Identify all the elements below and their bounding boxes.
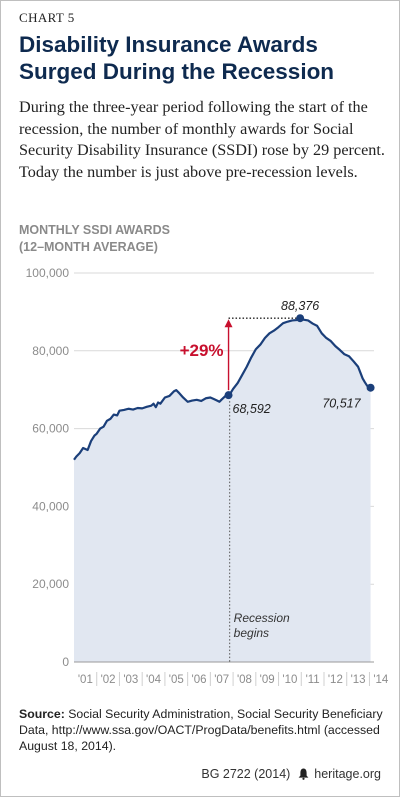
source-text: Social Security Administration, Social S…: [19, 707, 383, 753]
x-tick-label: '04: [146, 674, 162, 686]
chart-number: CHART 5: [19, 10, 75, 25]
series-line: [73, 317, 371, 461]
x-tick-label: '02: [101, 674, 116, 686]
liberty-bell-icon: [298, 768, 309, 783]
increase-arrow-head: [224, 319, 233, 328]
x-tick-label: '12: [328, 674, 343, 686]
y-axis-label-line-2: (12–MONTH AVERAGE): [19, 240, 158, 254]
ssdi-area-chart: 0 20,000 40,000 60,000 80,000 100,000 '01 '02 '0…: [26, 266, 389, 686]
axes: 0 20,000 40,000 60,000 80,000 100,000 '01 '02 '0…: [26, 266, 389, 686]
source-label: Source:: [19, 707, 65, 721]
increase-percent-label: +29%: [180, 341, 224, 360]
chart-subtitle: During the three-year period following t…: [19, 98, 385, 181]
y-tick-label: 80,000: [32, 344, 69, 358]
y-tick-label: 0: [62, 655, 69, 669]
source-note: Source: Social Security Administration, …: [19, 706, 389, 754]
site-name: heritage.org: [314, 767, 381, 781]
x-tick-label: '03: [123, 674, 138, 686]
recession-label-line: Recession: [234, 611, 290, 625]
series-area: [74, 318, 371, 662]
y-tick-label: 20,000: [32, 577, 69, 591]
end-point-label: 70,517: [322, 397, 361, 411]
start-point-marker: [224, 391, 233, 400]
report-id: BG 2722 (2014): [201, 767, 291, 781]
data-points: 68,592 88,376 70,517: [224, 299, 375, 416]
chart-title: Disability Insurance Awards Surged Durin…: [19, 32, 335, 84]
x-tick-label: '14: [373, 674, 389, 686]
peak-point-label: 88,376: [281, 299, 319, 313]
y-tick-label: 60,000: [32, 422, 69, 436]
area-layer: [73, 317, 371, 662]
x-tick-label: '11: [306, 674, 320, 686]
footer: BG 2722 (2014) heritage.org: [201, 767, 381, 783]
end-point-marker: [366, 383, 375, 392]
x-tick-label: '09: [260, 674, 275, 686]
start-point-label: 68,592: [233, 402, 271, 416]
x-tick-label: '13: [351, 674, 366, 686]
x-tick-label: '10: [282, 674, 297, 686]
x-tick-label: '01: [78, 674, 93, 686]
x-tick-label: '06: [192, 674, 207, 686]
y-tick-label: 40,000: [32, 499, 69, 513]
y-axis-label-line-1: MONTHLY SSDI AWARDS: [19, 223, 170, 237]
y-axis-label: MONTHLY SSDI AWARDS (12–MONTH AVERAGE): [19, 222, 319, 256]
x-tick-label: '05: [169, 674, 184, 686]
recession-label-line: begins: [234, 626, 269, 640]
peak-point-marker: [296, 314, 305, 323]
x-tick-label: '07: [214, 674, 229, 686]
y-tick-label: 100,000: [26, 266, 70, 280]
x-tick-label: '08: [237, 674, 252, 686]
